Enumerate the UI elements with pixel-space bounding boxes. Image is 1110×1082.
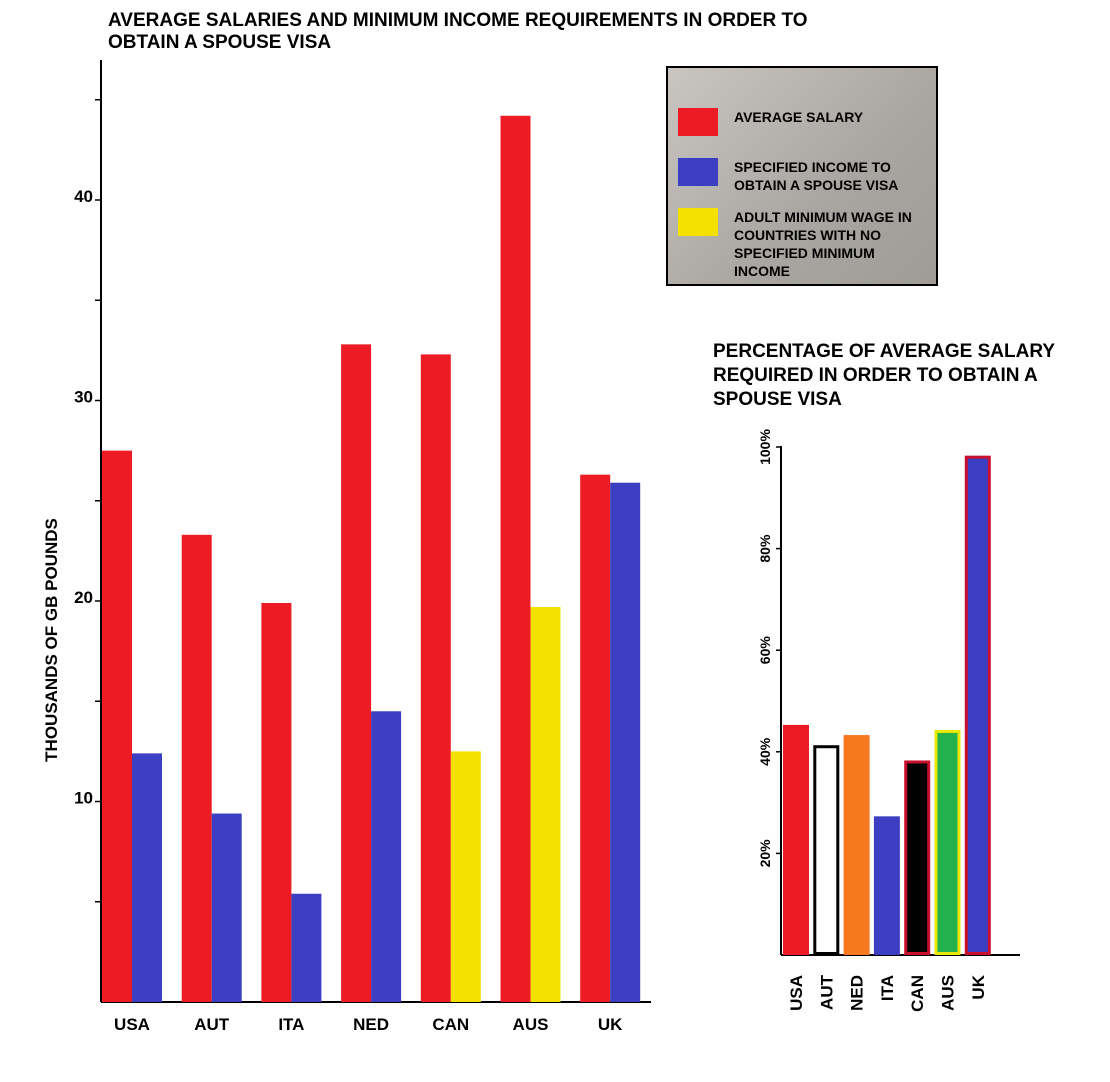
bar-average-salary xyxy=(261,603,292,1002)
legend-item-minimum-wage: ADULT MINIMUM WAGE IN COUNTRIES WITH NO … xyxy=(678,208,930,280)
percentage-x-tick-label: AUT xyxy=(817,974,836,1010)
bar-specified-income xyxy=(211,813,242,1002)
x-tick-label: USA xyxy=(114,1015,150,1034)
chart-title: AVERAGE SALARIES AND MINIMUM INCOME REQU… xyxy=(108,10,808,53)
bar-minimum-wage xyxy=(450,751,481,1002)
legend: AVERAGE SALARY SPECIFIED INCOME TO OBTAI… xyxy=(666,66,938,286)
x-tick-label: NED xyxy=(353,1015,389,1034)
x-tick-label: CAN xyxy=(432,1015,469,1034)
bar-average-salary xyxy=(181,534,212,1002)
percentage-x-tick-label: UK xyxy=(969,974,988,999)
x-tick-label: AUS xyxy=(513,1015,549,1034)
x-tick-label: ITA xyxy=(278,1015,304,1034)
legend-swatch-average-salary xyxy=(678,108,718,136)
percentage-y-tick-label: 80% xyxy=(757,534,773,563)
percentage-chart-title: PERCENTAGE OF AVERAGE SALARY REQUIRED IN… xyxy=(713,341,1055,410)
percentage-bar xyxy=(813,745,840,955)
legend-label-average-salary: AVERAGE SALARY xyxy=(734,109,864,125)
percentage-x-tick-label: USA xyxy=(787,975,806,1011)
y-tick-label: 20 xyxy=(74,588,93,607)
legend-item-average-salary: AVERAGE SALARY xyxy=(678,108,930,136)
percentage-x-tick-label: ITA xyxy=(878,975,897,1001)
bar-minimum-wage xyxy=(530,607,561,1002)
bar-specified-income xyxy=(132,753,162,1002)
percentage-bar xyxy=(783,724,809,956)
x-tick-label: UK xyxy=(598,1015,623,1034)
legend-item-specified-income: SPECIFIED INCOME TO OBTAIN A SPOUSE VISA xyxy=(678,158,930,194)
percentage-x-tick-label: AUS xyxy=(939,975,958,1011)
percentage-y-tick-label: 20% xyxy=(757,839,773,868)
legend-label-minimum-wage: ADULT MINIMUM WAGE IN COUNTRIES WITH NO … xyxy=(734,209,912,279)
percentage-bar xyxy=(873,816,900,956)
legend-swatch-minimum-wage xyxy=(678,208,718,236)
y-axis-label: THOUSANDS OF GB POUNDS xyxy=(42,518,61,762)
y-tick-label: 30 xyxy=(74,388,93,407)
y-tick-label: 10 xyxy=(74,789,93,808)
percentage-y-tick-label: 60% xyxy=(757,636,773,665)
y-tick-label: 40 xyxy=(74,187,93,206)
legend-label-specified-income: SPECIFIED INCOME TO OBTAIN A SPOUSE VISA xyxy=(734,159,899,193)
percentage-x-tick-label: NED xyxy=(848,975,867,1011)
percentage-x-tick-label: CAN xyxy=(908,975,927,1012)
percentage-bar xyxy=(843,735,870,955)
bar-average-salary xyxy=(580,474,611,1002)
bar-specified-income xyxy=(291,893,322,1002)
bar-specified-income xyxy=(610,482,641,1003)
percentage-y-tick-label: 40% xyxy=(757,737,773,766)
percentage-bar xyxy=(964,455,991,955)
percentage-y-tick-label: 100% xyxy=(757,429,773,465)
bar-specified-income xyxy=(371,711,402,1002)
bar-average-salary xyxy=(500,115,531,1003)
x-tick-label: AUT xyxy=(194,1015,230,1034)
bar-average-salary xyxy=(420,354,451,1002)
percentage-bar xyxy=(904,760,931,956)
bar-average-salary xyxy=(102,450,132,1002)
percentage-bar xyxy=(934,729,961,955)
bar-average-salary xyxy=(341,344,372,1002)
legend-swatch-specified-income xyxy=(678,158,718,186)
